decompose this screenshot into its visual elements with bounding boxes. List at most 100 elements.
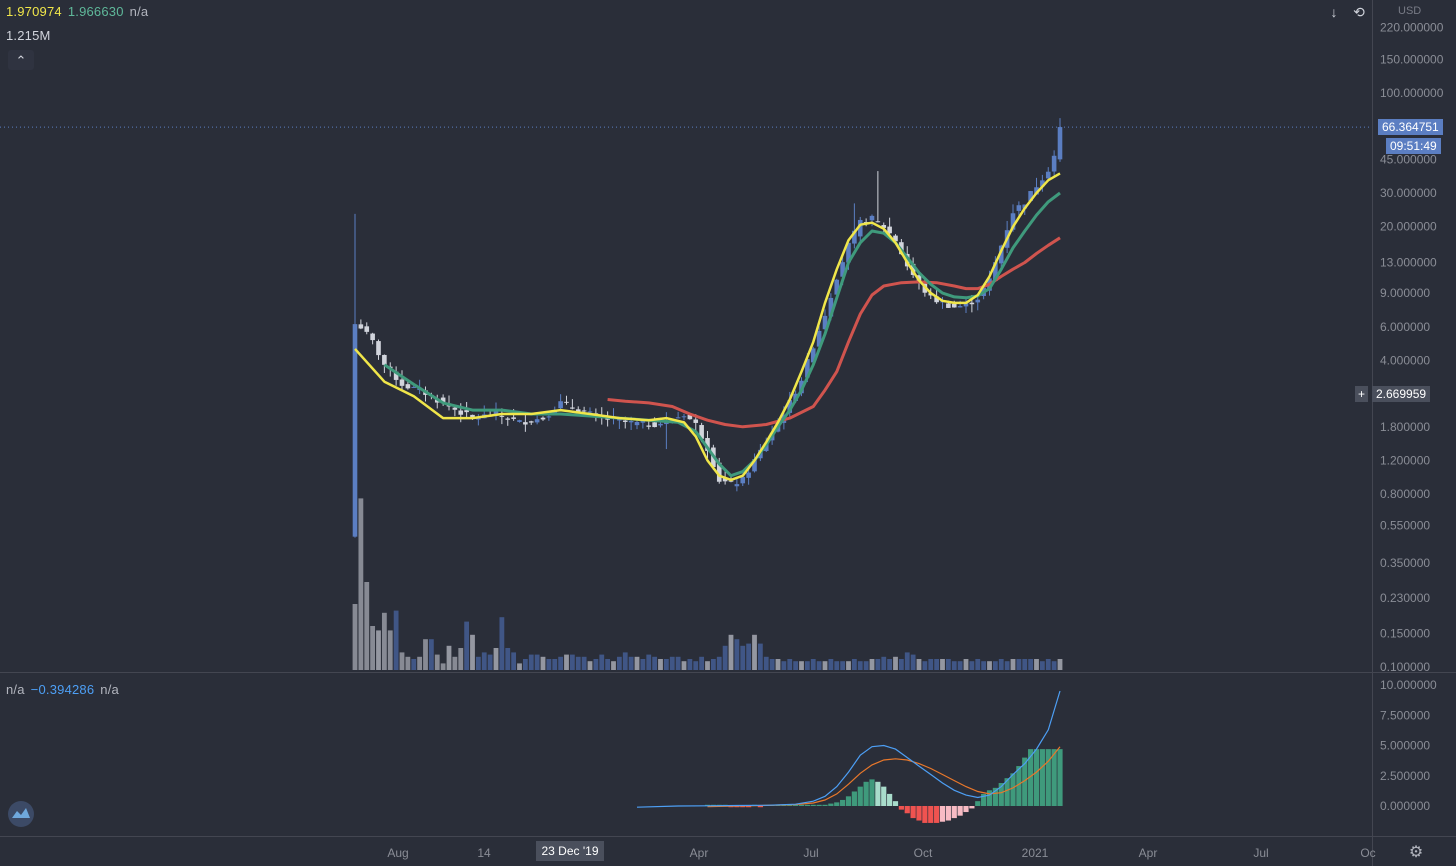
chevron-up-icon[interactable]: ⌃: [8, 50, 34, 70]
macd-tick-label: 10.000000: [1380, 678, 1437, 692]
volume-bar: [716, 656, 722, 670]
last-price-label: 66.364751: [1378, 119, 1443, 135]
volume-bar: [869, 659, 875, 670]
candle-body: [646, 425, 652, 427]
candle-body: [840, 262, 845, 277]
macd-histogram-bar: [963, 806, 969, 813]
price-tick-label: 0.100000: [1380, 660, 1430, 674]
volume-bar: [916, 659, 922, 670]
legend-value-3: n/a: [129, 4, 149, 19]
macd-histogram-bar: [863, 781, 869, 806]
macd-tick-label: 0.000000: [1380, 799, 1430, 813]
time-axis: Aug 14 23 Dec '19 Apr Jul Oct 2021 Apr Jul Oc: [387, 841, 1376, 861]
candle-body: [969, 302, 975, 305]
price-tick-label: 6.000000: [1380, 320, 1430, 334]
volume-bar: [793, 661, 799, 670]
macd-histogram-bar: [887, 793, 893, 806]
volume-bar: [581, 656, 587, 670]
volume-bar: [969, 661, 975, 670]
candle-body: [376, 341, 381, 356]
time-tick-label: Apr: [1139, 846, 1158, 860]
volume-bar: [1034, 659, 1039, 670]
volume-bar: [487, 654, 493, 670]
arrow-down-icon[interactable]: ↓: [1323, 1, 1345, 23]
volume-bar: [517, 663, 522, 670]
candle-body: [822, 315, 828, 330]
volume-bar: [822, 661, 828, 670]
volume-bar: [1045, 659, 1051, 670]
volume-bar: [470, 634, 475, 670]
moving-averages: [354, 172, 1061, 482]
volume-bar: [387, 630, 393, 670]
candle-body: [805, 359, 810, 378]
volume-bar: [898, 659, 904, 670]
time-tick-label: Jul: [803, 846, 818, 860]
volume-bar: [511, 652, 517, 670]
macd-histogram-bar: [840, 799, 846, 806]
candle-body: [957, 306, 963, 308]
candle-body: [887, 226, 892, 234]
price-tick-label: 100.000000: [1380, 86, 1444, 100]
volume-bar: [1016, 659, 1022, 670]
macd-histogram-bar: [939, 806, 946, 822]
crosshair-price-label: 2.669959: [1372, 386, 1431, 402]
candle-body: [1034, 187, 1039, 195]
macd-histogram-bar: [986, 790, 993, 806]
candle-body: [617, 419, 622, 421]
candle-body: [523, 422, 528, 425]
macd-histogram-bar: [746, 806, 752, 808]
volume-bar: [799, 661, 804, 670]
currency-label: USD: [1398, 5, 1422, 17]
candle-body: [705, 438, 710, 451]
volume-bar: [393, 610, 399, 670]
candle-body: [846, 242, 851, 263]
candle-body: [675, 417, 681, 419]
legend-value-1: 1.970974: [6, 4, 62, 19]
candle-body: [493, 410, 499, 416]
volume-bar: [775, 659, 781, 670]
volume-bar: [945, 659, 951, 670]
candle-body: [470, 414, 475, 418]
settings-gear-icon[interactable]: ⚙: [1408, 844, 1424, 861]
candle-body: [963, 303, 969, 307]
macd-histogram-bar: [1039, 749, 1045, 806]
candle-body: [440, 397, 446, 403]
crosshair-plus-icon[interactable]: +: [1355, 386, 1369, 402]
candle-body: [934, 296, 939, 303]
candle-body: [716, 462, 722, 482]
volume-bar: [881, 656, 887, 670]
candle-body: [1057, 127, 1063, 160]
volume-bar: [828, 659, 834, 670]
volume-bar: [846, 661, 851, 670]
candle-body: [893, 235, 898, 242]
macd-histogram-bar: [793, 804, 799, 806]
candle-body: [452, 407, 458, 410]
volume-bar: [975, 659, 981, 670]
volume-bar: [710, 659, 716, 670]
volume-bar: [951, 661, 957, 670]
time-tick-label: 2021: [1022, 846, 1049, 860]
price-tick-label: 220.000000: [1380, 20, 1444, 34]
candle-body: [628, 421, 634, 423]
candle-body: [364, 326, 370, 332]
volume-bar: [763, 656, 769, 670]
refresh-icon[interactable]: ⟲: [1348, 1, 1370, 23]
volume-bar: [658, 659, 663, 670]
volume-bar: [810, 659, 816, 670]
volume-bar: [734, 639, 740, 670]
volume-bar: [998, 659, 1004, 670]
volume-bars: [352, 498, 1063, 670]
candle-body: [881, 225, 887, 228]
macd-histogram-bar: [916, 806, 922, 821]
candle-body: [382, 354, 387, 365]
volume-bar: [593, 659, 599, 670]
candle-body: [852, 230, 857, 244]
volume-bar: [552, 659, 558, 670]
candle-body: [587, 411, 593, 413]
tradingview-logo-icon[interactable]: [6, 800, 36, 828]
volume-bar: [611, 661, 616, 670]
volume-bar: [746, 643, 752, 670]
candle-body: [1040, 180, 1045, 187]
